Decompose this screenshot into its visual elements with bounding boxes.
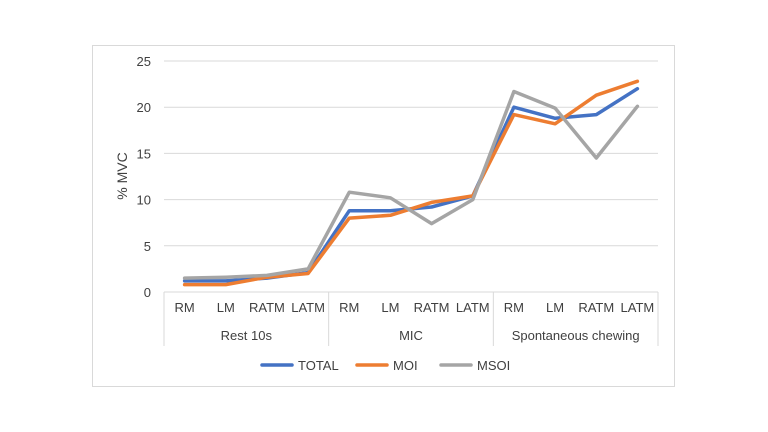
series-line-moi <box>182 79 640 287</box>
y-tick-label: 25 <box>137 54 151 69</box>
legend-label: MOI <box>393 358 418 373</box>
y-tick-label: 0 <box>144 285 151 300</box>
y-tick-label: 15 <box>137 146 151 161</box>
x-tick-label: RM <box>174 300 194 315</box>
x-tick-label: LM <box>546 300 564 315</box>
x-tick-label: LM <box>381 300 399 315</box>
series-line-total <box>182 86 640 283</box>
x-tick-label: RM <box>339 300 359 315</box>
y-tick-label: 5 <box>144 239 151 254</box>
x-tick-label: RM <box>504 300 524 315</box>
legend-label: MSOI <box>477 358 510 373</box>
x-group-label: Spontaneous chewing <box>512 328 640 343</box>
x-tick-label: LATM <box>621 300 655 315</box>
x-group-label: MIC <box>399 328 423 343</box>
y-tick-label: 10 <box>137 193 151 208</box>
x-tick-label: RATM <box>414 300 450 315</box>
x-tick-label: LM <box>217 300 235 315</box>
x-tick-label: LATM <box>291 300 325 315</box>
x-tick-label: RATM <box>578 300 614 315</box>
x-tick-label: RATM <box>249 300 285 315</box>
x-group-label: Rest 10s <box>221 328 273 343</box>
x-tick-label: LATM <box>456 300 490 315</box>
y-tick-label: 20 <box>137 100 151 115</box>
series-line-msoi <box>182 89 640 280</box>
y-axis-title: % MVC <box>114 152 130 199</box>
legend-label: TOTAL <box>298 358 339 373</box>
